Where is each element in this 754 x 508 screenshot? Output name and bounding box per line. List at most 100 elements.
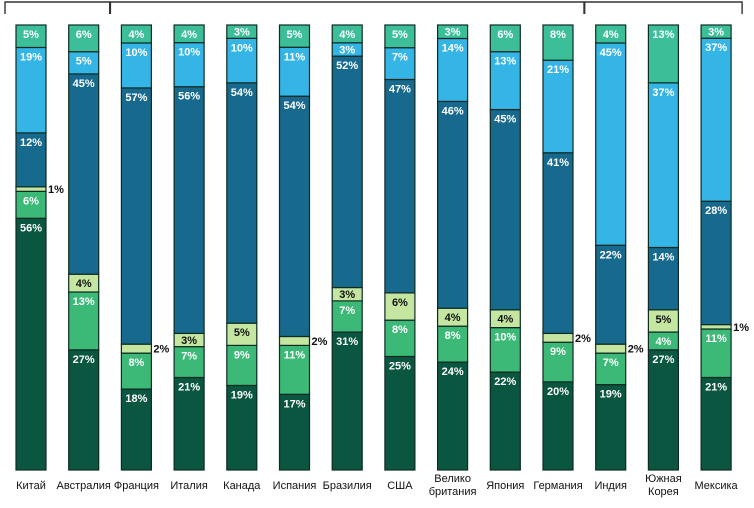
- category-label-8: Велико британия: [429, 473, 477, 498]
- data-label-8-0: 24%: [442, 366, 464, 378]
- bar-segment-8-3: [437, 100, 469, 309]
- bar-segment-10-2: [542, 332, 574, 343]
- bar-segment-12-3: [647, 246, 680, 311]
- data-label-6-5: 4%: [339, 29, 355, 41]
- data-label-2-2: 2%: [153, 344, 169, 356]
- data-label-0-3: 12%: [20, 137, 42, 149]
- bar-segment-13-2: [700, 324, 732, 330]
- bar-segment-5-5: [278, 24, 311, 48]
- data-label-12-1: 4%: [655, 336, 671, 348]
- bar-segment-5-3: [278, 95, 311, 338]
- bar-segment-10-3: [542, 152, 574, 335]
- data-label-6-3: 52%: [336, 60, 358, 72]
- bar-segment-11-0: [595, 383, 627, 471]
- data-label-12-3: 14%: [652, 252, 674, 264]
- bar-segment-13-5: [700, 24, 732, 39]
- data-label-3-3: 56%: [178, 91, 200, 103]
- bar-segment-7-3: [384, 78, 416, 294]
- data-label-3-4: 10%: [178, 47, 200, 59]
- data-label-11-3: 22%: [600, 249, 622, 261]
- data-label-1-1: 13%: [73, 296, 95, 308]
- bar-segment-1-1: [68, 291, 100, 351]
- bar-segment-9-5: [489, 24, 521, 53]
- bar-segment-10-5: [542, 24, 574, 61]
- data-label-2-1: 8%: [128, 357, 144, 369]
- bar-segment-9-3: [489, 108, 521, 311]
- data-label-7-3: 47%: [389, 83, 411, 95]
- data-label-6-1: 7%: [339, 305, 355, 317]
- data-label-10-4: 21%: [547, 64, 569, 76]
- bar-segment-0-5: [15, 24, 47, 49]
- data-label-13-1: 11%: [705, 333, 727, 345]
- data-label-5-0: 17%: [283, 398, 305, 410]
- bar-segment-1-0: [68, 349, 100, 471]
- bar-segment-4-5: [226, 24, 258, 39]
- data-label-5-3: 54%: [283, 100, 305, 112]
- data-label-7-1: 8%: [392, 324, 408, 336]
- bar-segment-2-2: [120, 343, 153, 354]
- data-label-7-2: 6%: [392, 297, 408, 309]
- bar-segment-3-5: [173, 24, 205, 44]
- data-label-0-0: 56%: [20, 222, 42, 234]
- data-label-7-0: 25%: [389, 360, 411, 372]
- group-bracket-0: [4, 1, 111, 14]
- bar-segment-3-1: [173, 346, 205, 379]
- bar-segment-8-5: [437, 24, 469, 40]
- bar-segment-4-4: [226, 37, 258, 84]
- data-label-5-5: 5%: [287, 29, 303, 41]
- bar-segment-11-3: [595, 244, 627, 345]
- data-label-3-0: 21%: [178, 381, 200, 393]
- data-label-6-0: 31%: [336, 336, 358, 348]
- category-label-3: Италия: [170, 480, 208, 492]
- data-label-11-1: 7%: [603, 357, 619, 369]
- bar-segment-8-0: [437, 361, 469, 471]
- data-label-3-5: 4%: [181, 29, 197, 41]
- data-label-9-2: 4%: [497, 314, 513, 326]
- data-label-1-2: 4%: [76, 278, 92, 290]
- data-label-2-0: 18%: [125, 393, 147, 405]
- data-label-1-4: 5%: [76, 56, 92, 68]
- data-label-11-0: 19%: [600, 389, 622, 401]
- bar-segment-0-1: [15, 190, 47, 219]
- bar-segment-10-0: [542, 381, 574, 471]
- data-label-11-5: 4%: [603, 29, 619, 41]
- bar-segment-6-5: [331, 24, 363, 44]
- data-label-5-4: 11%: [284, 51, 306, 63]
- bar-segment-3-3: [173, 86, 205, 335]
- bar-segment-4-1: [226, 344, 258, 387]
- data-label-2-5: 4%: [128, 29, 144, 41]
- bar-segment-8-4: [437, 37, 469, 103]
- data-label-12-0: 27%: [652, 354, 674, 366]
- category-label-10: Германия: [533, 480, 582, 492]
- data-label-2-4: 10%: [125, 47, 147, 59]
- bar-segment-12-4: [647, 82, 680, 249]
- data-label-4-3: 54%: [231, 87, 253, 99]
- bar-segment-7-1: [384, 319, 416, 358]
- bar-segment-6-3: [331, 55, 363, 289]
- bar-segment-0-0: [15, 217, 47, 471]
- data-label-10-0: 20%: [547, 386, 569, 398]
- bar-segment-5-0: [278, 393, 311, 471]
- bar-segment-5-4: [278, 46, 311, 97]
- data-label-8-5: 3%: [445, 27, 461, 39]
- category-label-0: Китай: [16, 480, 46, 492]
- data-label-10-3: 41%: [547, 157, 569, 169]
- bar-segment-11-5: [595, 24, 627, 44]
- data-label-4-5: 3%: [234, 27, 250, 39]
- bar-segment-9-1: [489, 327, 521, 373]
- data-label-5-1: 11%: [284, 349, 306, 361]
- data-label-1-0: 27%: [73, 354, 95, 366]
- bar-segment-7-5: [384, 24, 416, 49]
- data-label-13-3: 28%: [705, 205, 727, 217]
- bar-segment-4-0: [226, 384, 258, 471]
- category-label-13: Мексика: [695, 480, 739, 492]
- group-bracket-1: [109, 1, 585, 14]
- data-label-3-2: 3%: [181, 335, 197, 347]
- data-label-0-2: 1%: [48, 184, 64, 196]
- data-label-12-5: 13%: [652, 29, 674, 41]
- data-label-3-1: 7%: [181, 351, 197, 363]
- category-label-11: Индия: [594, 480, 627, 492]
- bar-segment-11-2: [595, 343, 627, 354]
- data-label-1-3: 45%: [73, 78, 95, 90]
